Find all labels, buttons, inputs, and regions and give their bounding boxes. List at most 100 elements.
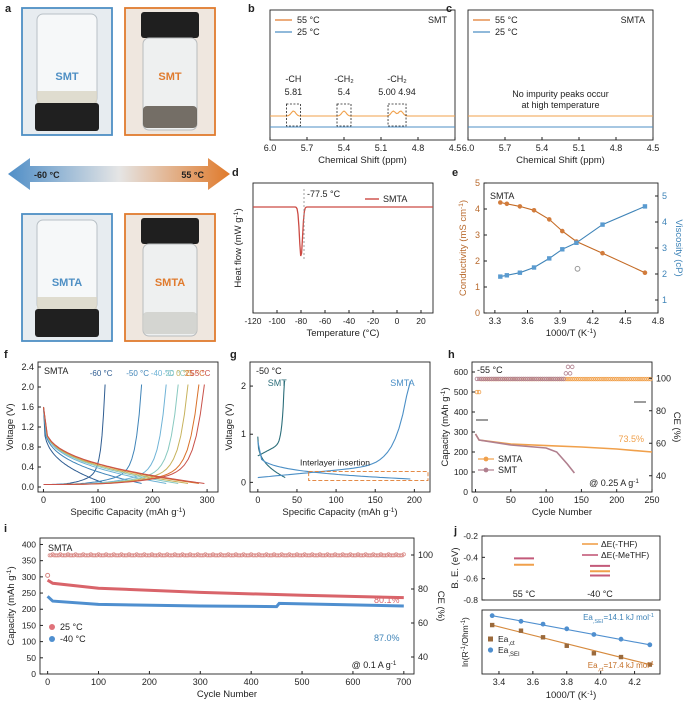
retention-25C: 80.1% [374, 595, 400, 605]
heat-flow-curve [253, 206, 433, 257]
vial-liquid [37, 297, 97, 309]
ce-point-smt [521, 376, 526, 382]
legend-label: SMTA [498, 454, 522, 464]
conductivity-point [504, 201, 510, 207]
panel-letter-b: b [248, 3, 255, 15]
ce-point-smta [563, 376, 569, 382]
ce-point-smt [559, 376, 564, 382]
legend-label: 55 °C [495, 15, 518, 25]
ce-point-smta [639, 376, 645, 382]
vial-liquid [143, 312, 197, 334]
vial-cap [141, 12, 199, 38]
x-tick-label: 3.6 [527, 677, 540, 687]
ce-point-smta [576, 376, 581, 382]
conductivity-point [642, 270, 648, 276]
legend-marker [483, 467, 489, 473]
ce-point-smt [555, 376, 560, 382]
charge-curve [43, 384, 205, 485]
ce-point-smt [506, 376, 511, 382]
x-tick-label: 3.8 [561, 677, 574, 687]
x-tick-label: 300 [193, 677, 208, 687]
x-tick-label: 4.2 [586, 316, 599, 326]
conductivity-point [517, 204, 523, 209]
x-tick-label: -120 [244, 316, 261, 326]
y-tick-label: 0 [31, 669, 36, 679]
ce-point-smt [478, 376, 484, 382]
nmr-title: SMTA [621, 15, 645, 25]
arrow-label-hot: 55 °C [181, 170, 204, 180]
ce-point-smt [510, 376, 516, 382]
y-axis-label: Capacity (mAh g-1) [440, 387, 452, 466]
legend-label: 25 °C [297, 27, 320, 37]
ce-point-smta [580, 376, 586, 382]
vial-glass [36, 219, 98, 311]
data-point-sei [647, 642, 653, 648]
y-axis-label: Voltage (V) [5, 404, 16, 451]
conductivity-point [498, 200, 503, 205]
temp-label: -40 °C [151, 369, 174, 378]
series-label: SMTA [390, 378, 414, 388]
y-tick-label-right: 80 [656, 406, 666, 416]
y-tick-label-right: 5 [662, 191, 667, 201]
retention-minus40C: 87.0% [374, 633, 400, 643]
discharge-curve [257, 441, 411, 480]
data-point-sei [591, 632, 597, 637]
legend-label: SMT [498, 465, 518, 475]
x-axis-label: Cycle Number [197, 689, 257, 700]
y-tick-label-right: 80 [418, 584, 428, 594]
chart-title: -50 °C [256, 366, 282, 376]
y-tick-label: 1 [241, 429, 246, 439]
y-tick-label: 100 [22, 637, 36, 647]
ce-point-smt [493, 376, 499, 382]
ce-point-smt [570, 364, 575, 370]
peak-box [286, 103, 301, 127]
conductivity-point [531, 208, 537, 213]
peak-box [387, 103, 407, 127]
y-tick-label-right: 2 [662, 269, 667, 279]
legend-marker [49, 636, 55, 642]
discharge-curve [43, 406, 106, 484]
ce-point-smta [633, 376, 638, 382]
ce-point-smta [570, 376, 575, 382]
ce-point-smta [584, 376, 590, 382]
ce-point-smt [548, 376, 554, 382]
rate-label: @ 0.25 A g-1 [589, 478, 639, 489]
x-tick-label: 500 [295, 677, 310, 687]
peak-value-label: 5.4 [338, 87, 351, 97]
ce-point-smta [610, 376, 615, 382]
ce-point-smt [517, 376, 522, 382]
legend-label: 55 °C [297, 15, 320, 25]
peak-annotation: -77.5 °C [307, 189, 341, 199]
ce-point-smta [606, 376, 611, 382]
y-tick-label: 0.8 [21, 442, 34, 452]
y-tick-label: 250 [22, 588, 36, 598]
legend-marker [483, 456, 489, 462]
ce-point-smt [498, 376, 503, 382]
ce-point-smt [512, 376, 518, 382]
y-tick-label: 1.6 [21, 402, 34, 412]
panel-letter-d: d [232, 167, 239, 179]
viscosity-point [574, 240, 579, 245]
ce-point-smt [502, 376, 507, 382]
x-tick-label: 3.4 [493, 677, 506, 687]
ce-point-smta [603, 376, 609, 382]
peak-value-label: 5.00 4.94 [378, 87, 416, 97]
x-axis-label: Cycle Number [532, 507, 592, 518]
chart-title: -55 °C [477, 365, 503, 375]
chart-title: SMTA [48, 543, 72, 553]
x-tick-label: 0 [473, 495, 478, 505]
x-tick-label: 250 [644, 495, 659, 505]
y-tick-label: 2 [241, 381, 246, 391]
x-tick-label: 0 [45, 677, 50, 687]
ce-point-smt [540, 376, 545, 382]
panel-letter-c: c [446, 3, 452, 15]
y-tick-label: 2.4 [21, 362, 34, 372]
y-tick-label: 0.4 [21, 462, 34, 472]
charge-curve [257, 380, 286, 457]
x-tick-label: -40 [343, 316, 356, 326]
peak-box [336, 103, 352, 127]
ce-point-smta [474, 389, 480, 395]
x-axis-label: Specific Capacity (mAh g-1) [70, 507, 185, 519]
vial-label: SMTA [155, 277, 185, 289]
ce-point-smt [531, 376, 537, 382]
